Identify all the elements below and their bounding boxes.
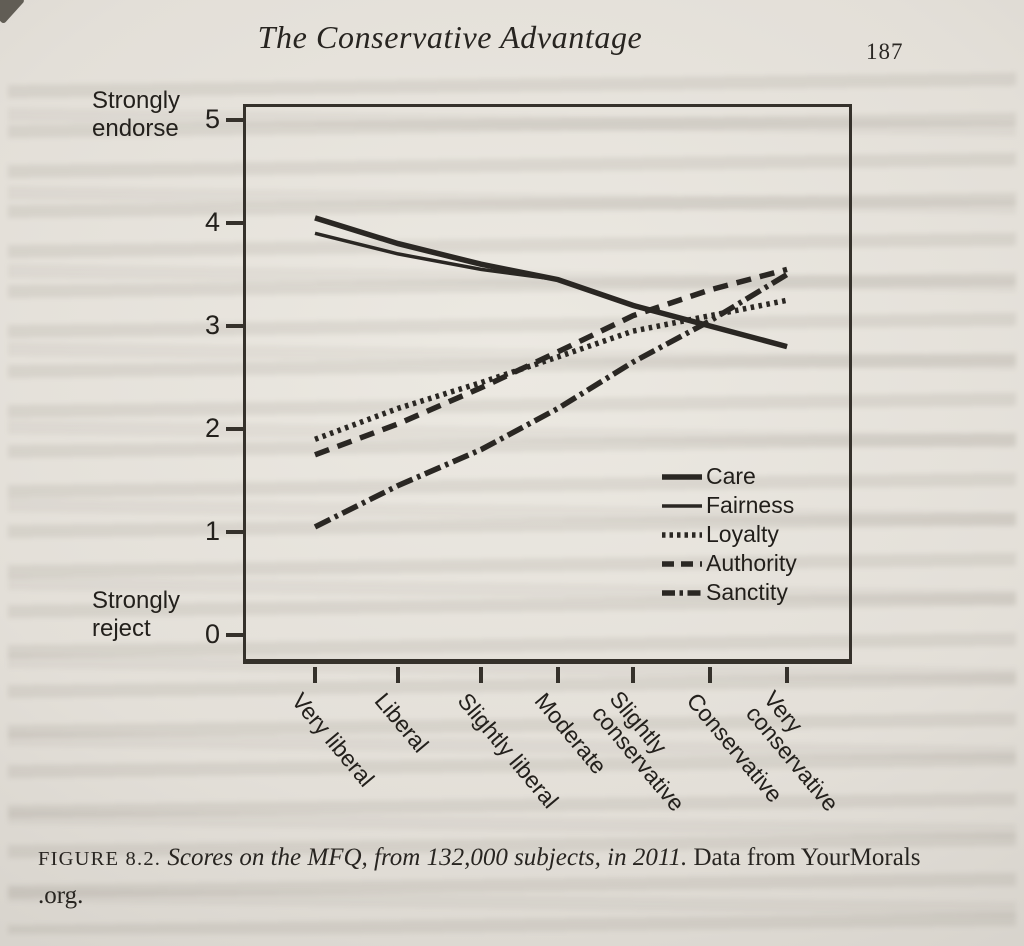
legend-row-fairness: Fairness bbox=[661, 491, 797, 520]
legend-line-sample-authority bbox=[662, 560, 702, 567]
legend-label-sanctity: Sanctity bbox=[706, 579, 788, 605]
legend-line-sample-care bbox=[662, 473, 702, 480]
legend-row-authority: Authority bbox=[661, 549, 797, 578]
caption-figure-label: FIGURE 8.2. bbox=[38, 848, 162, 870]
x-label-moderate: Moderate bbox=[529, 687, 612, 779]
page-number: 187 bbox=[866, 39, 904, 64]
legend-label-authority: Authority bbox=[706, 550, 797, 576]
legend-row-care: Care bbox=[661, 462, 797, 491]
legend-row-sanctity: Sanctity bbox=[661, 578, 797, 607]
figure-caption: FIGURE 8.2. Scores on the MFQ, from 132,… bbox=[38, 844, 1006, 910]
chart-plot-svg bbox=[313, 215, 789, 530]
chart-legend: Care Fairness Loyalty Authority Sanctity bbox=[661, 462, 797, 607]
y-tick-mark bbox=[226, 221, 244, 225]
y-tick-label-1: 1 bbox=[204, 516, 220, 546]
running-header-title: The Conservative Advantage bbox=[257, 19, 643, 55]
series-line-fairness bbox=[314, 231, 788, 349]
x-tick-mark bbox=[479, 667, 483, 683]
chart-plot-frame bbox=[243, 104, 852, 664]
legend-label-care: Care bbox=[706, 463, 756, 489]
legend-line-sample-loyalty bbox=[662, 531, 702, 538]
x-tick-mark bbox=[313, 667, 317, 683]
y-tick-label-4: 4 bbox=[204, 207, 220, 237]
y-axis-label-strongly-reject: Strongly reject bbox=[92, 587, 181, 643]
legend-line-sample-fairness bbox=[662, 503, 702, 508]
y-tick-label-2: 2 bbox=[204, 413, 220, 443]
x-tick-mark bbox=[631, 667, 635, 683]
x-tick-mark bbox=[556, 667, 560, 683]
series-line-loyalty bbox=[314, 297, 788, 442]
y-axis-label-strongly-endorse: Strongly endorse bbox=[92, 87, 181, 143]
y-tick-label-3: 3 bbox=[204, 310, 220, 340]
x-tick-mark bbox=[396, 667, 400, 683]
x-tick-mark bbox=[708, 667, 712, 683]
y-tick-mark bbox=[226, 530, 244, 534]
x-tick-mark bbox=[785, 667, 789, 683]
caption-line-2: .org. bbox=[38, 882, 84, 909]
series-line-authority bbox=[314, 266, 788, 458]
y-tick-mark bbox=[226, 633, 244, 637]
y-tick-label-5: 5 bbox=[204, 104, 220, 134]
y-tick-mark bbox=[226, 427, 244, 431]
legend-row-loyalty: Loyalty bbox=[661, 520, 797, 549]
caption-study-text: Scores on the MFQ, from 132,000 subjects… bbox=[167, 844, 688, 871]
x-label-very-liberal: Very liberal bbox=[286, 687, 380, 792]
caption-line-1: FIGURE 8.2. Scores on the MFQ, from 132,… bbox=[38, 844, 1006, 872]
x-label-liberal: Liberal bbox=[369, 687, 434, 758]
legend-label-fairness: Fairness bbox=[706, 492, 795, 518]
series-line-sanctity bbox=[313, 272, 789, 530]
caption-source-text: Data from YourMorals bbox=[693, 844, 921, 871]
legend-label-loyalty: Loyalty bbox=[706, 521, 779, 547]
y-tick-mark bbox=[226, 324, 244, 328]
y-tick-label-0: 0 bbox=[204, 619, 220, 649]
y-tick-mark bbox=[226, 118, 244, 122]
legend-line-sample-sanctity bbox=[662, 589, 702, 596]
